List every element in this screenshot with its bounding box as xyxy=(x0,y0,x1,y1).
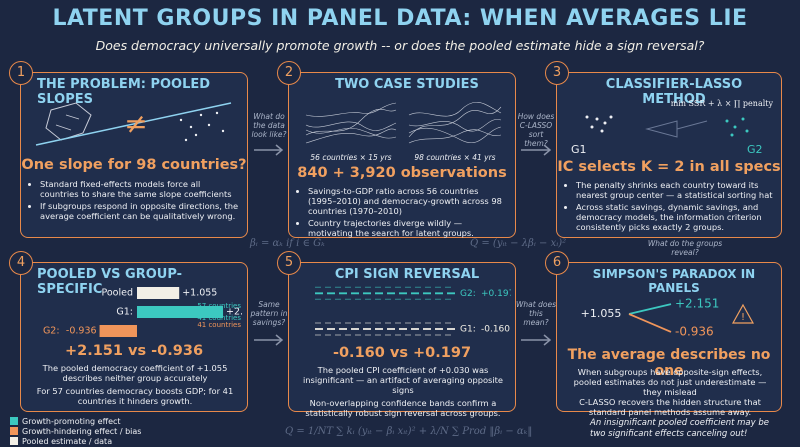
bullet: Across static savings, dynamic savings, … xyxy=(576,202,775,232)
panel-number: 1 xyxy=(9,61,33,85)
bar-label: G2: xyxy=(43,326,60,337)
formula: Q = 1/NT ∑ kᵢ (yᵢₜ − βᵢ xᵢₜ)² + λ/N ∑ Pr… xyxy=(285,426,533,437)
panel: 1 THE PROBLEM: POOLED SLOPES ≠ One slope… xyxy=(9,61,248,238)
legend-label: Growth-hindering effect / bias xyxy=(22,426,142,436)
headline: +2.151 vs -0.936 xyxy=(64,343,204,359)
paragraph: The pooled CPI coefficient of +0.030 was… xyxy=(302,365,504,395)
panel-title: THE PROBLEM: POOLED SLOPES xyxy=(37,77,211,107)
effect-arrow xyxy=(628,303,672,315)
panel-title: CLASSIFIER-LASSO METHOD xyxy=(605,77,743,107)
value-label: +2.151 xyxy=(226,307,243,318)
svg-text:≠: ≠ xyxy=(124,107,147,140)
group-label: G1 xyxy=(571,143,587,156)
headline: One slope for 98 countries? xyxy=(21,157,247,173)
paragraph: C-LASSO recovers the hidden structure th… xyxy=(579,397,761,417)
illustration: ≠ xyxy=(35,102,232,146)
headline: The average describes no one xyxy=(567,347,771,379)
connector-note: What do the groups reveal? xyxy=(647,239,723,257)
footnote: An insignificant pooled coefficient may … xyxy=(590,418,769,439)
illustration xyxy=(585,115,749,138)
subtitle: Does democracy universally promote growt… xyxy=(95,38,705,53)
panel: 6 SIMPSON'S PARADOX IN PANELS ! +1.055 +2… xyxy=(545,251,782,417)
connector-note: How does C-LASSO sort them? xyxy=(517,112,555,148)
bullet: Country trajectories diverge wildly — mo… xyxy=(308,218,509,238)
paradox-diagram: ! +1.055 +2.151 -0.936 xyxy=(581,297,755,338)
bar-note: 41 countries xyxy=(197,314,241,322)
panel-number: 2 xyxy=(277,61,301,85)
bullet: The penalty shrinks each country toward … xyxy=(576,180,775,200)
caption: 56 countries × 15 yrs xyxy=(310,153,392,162)
connector-note: What do the data look like? xyxy=(251,112,287,139)
headline: IC selects K = 2 in all specs xyxy=(557,159,781,175)
interval-chart: G2: +0.197 G1: -0.160 xyxy=(315,286,511,336)
formula: βᵢ = αₖ if i ∈ Gₖ xyxy=(250,238,325,249)
bullet: If subgroups respond in opposite directi… xyxy=(40,201,241,221)
bar-label: G1: xyxy=(116,307,133,318)
bar-note: 41 countries xyxy=(197,321,241,329)
headline: -0.160 vs +0.197 xyxy=(332,345,472,361)
panel-number: 4 xyxy=(9,251,33,275)
value-label: -0.160 xyxy=(481,325,510,335)
bar xyxy=(99,325,137,337)
paragraph: When subgroups have opposite-sign effect… xyxy=(573,367,767,397)
pooled-label: +1.055 xyxy=(581,307,622,320)
panel: 4 POOLED VS GROUP-SPECIFIC Pooled +1.055 G… xyxy=(9,251,248,412)
value-label: +0.197 xyxy=(481,289,511,299)
bar xyxy=(137,306,224,318)
panel-number: 5 xyxy=(277,251,301,275)
legend: Growth-promoting effect Growth-hindering… xyxy=(10,416,141,446)
formula: Q = (yᵢₜ − λβᵢ − xᵢ)² xyxy=(470,238,567,249)
title: LATENT GROUPS IN PANEL DATA: WHEN AVERAG… xyxy=(52,6,748,31)
panel: 2 TWO CASE STUDIES 56 countries × 15 yrs… xyxy=(277,61,516,238)
panel-title: TWO CASE STUDIES xyxy=(335,77,479,92)
panel-title: CPI SIGN REVERSAL xyxy=(334,267,480,282)
paragraph: Non-overlapping confidence bands confirm… xyxy=(305,398,501,418)
bullet: Savings-to-GDP ratio across 56 countries… xyxy=(308,186,509,216)
legend-label: Pooled estimate / data xyxy=(22,436,113,446)
panel: 5 CPI SIGN REVERSAL G2: +0.197 G1: -0.160 -… xyxy=(277,251,516,418)
caption: 98 countries × 41 yrs xyxy=(414,153,496,162)
svg-text:!: ! xyxy=(741,312,745,323)
bar-chart: Pooled +1.055 G1: +2.15157 countries 41 coun… xyxy=(43,287,243,337)
bar xyxy=(137,287,180,299)
connector-note: What does this mean? xyxy=(516,300,556,327)
panel-title: SIMPSON'S PARADOX IN PANELS xyxy=(592,267,756,295)
effect-arrow xyxy=(628,313,672,333)
value-label: +1.055 xyxy=(182,288,217,299)
group-label: G2 xyxy=(747,143,763,156)
panel-title: POOLED VS GROUP-SPECIFIC xyxy=(37,267,183,297)
bullet: Standard fixed-effects models force all … xyxy=(40,179,241,199)
formula: min SSR + λ × ∏ penalty xyxy=(670,99,773,108)
headline: 840 + 3,920 observations xyxy=(297,165,507,181)
panel: 3 CLASSIFIER-LASSO METHOD min SSR + λ × … xyxy=(545,61,782,238)
legend-label: Growth-promoting effect xyxy=(22,416,121,426)
paragraph: For 57 countries democracy boosts GDP; f… xyxy=(36,386,234,406)
interval-label: G1: xyxy=(460,325,476,335)
value-label: +2.151 xyxy=(675,297,719,311)
bar-label: Pooled xyxy=(101,288,133,299)
value-label: -0.936 xyxy=(66,326,97,337)
value-label: -0.936 xyxy=(675,324,714,338)
illustration xyxy=(305,101,502,144)
paragraph: The pooled democracy coefficient of +1.0… xyxy=(42,363,228,383)
bar-note: 57 countries xyxy=(197,302,241,310)
panel-number: 3 xyxy=(545,61,569,85)
connector-note: Same pattern in savings? xyxy=(250,300,288,327)
interval-label: G2: xyxy=(460,289,476,299)
panel-number: 6 xyxy=(545,251,569,275)
